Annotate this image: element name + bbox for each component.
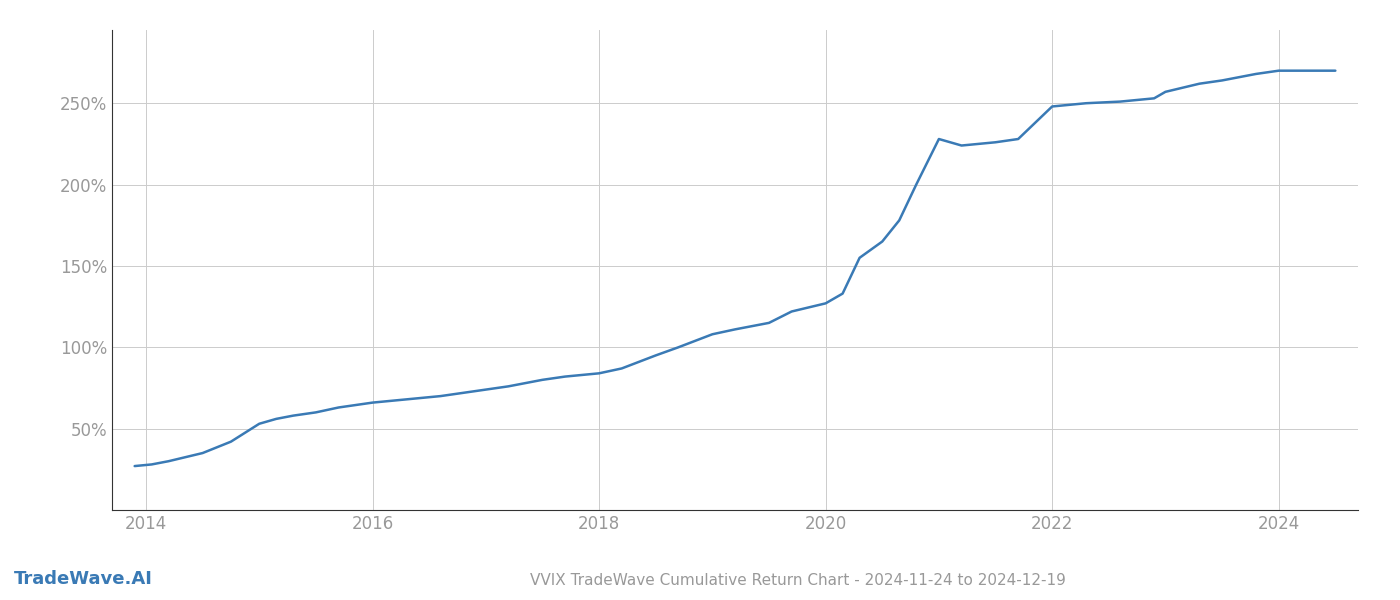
Text: VVIX TradeWave Cumulative Return Chart - 2024-11-24 to 2024-12-19: VVIX TradeWave Cumulative Return Chart -…	[531, 573, 1065, 588]
Text: TradeWave.AI: TradeWave.AI	[14, 570, 153, 588]
